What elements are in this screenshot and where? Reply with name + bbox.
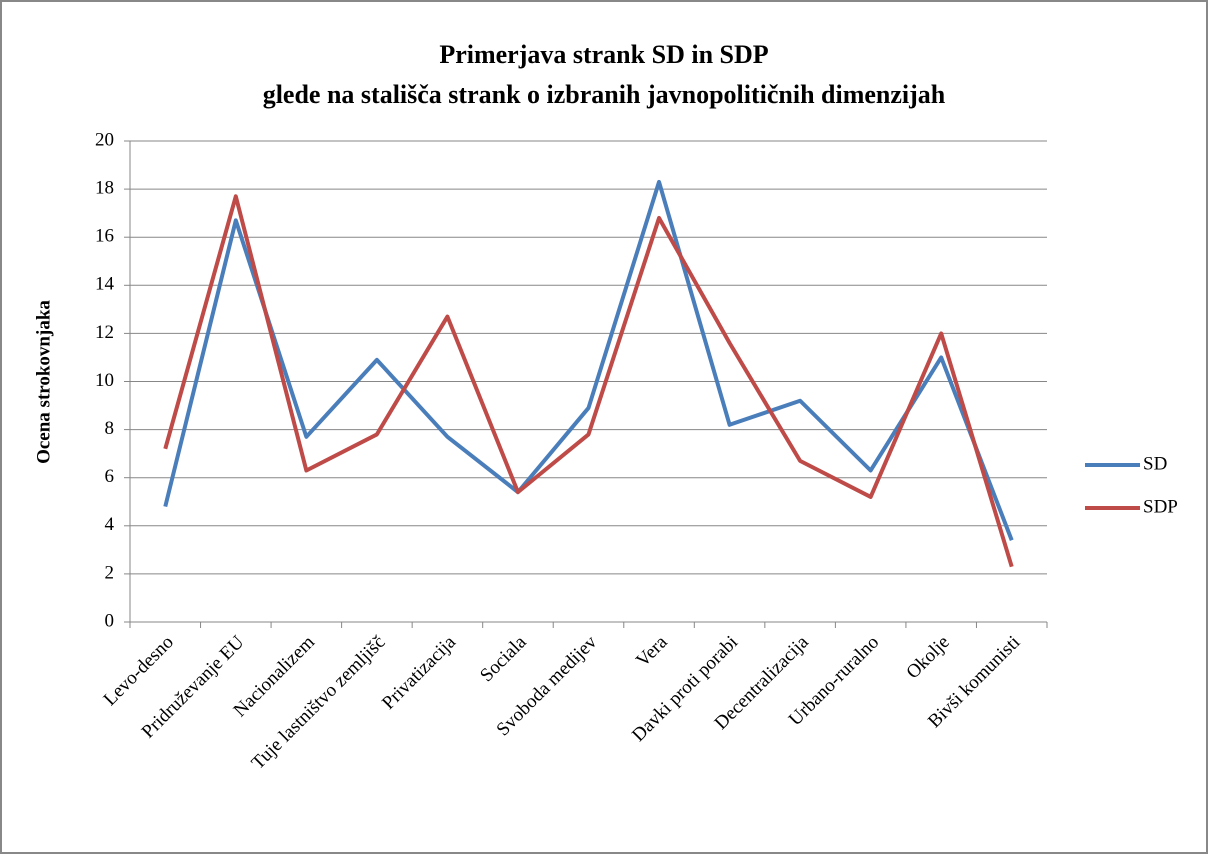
y-axis-label: Ocena strokovnjaka bbox=[33, 300, 54, 464]
legend-label: SD bbox=[1143, 453, 1167, 474]
y-tick-label: 18 bbox=[95, 177, 114, 198]
chart-subtitle: glede na stališča strank o izbranih javn… bbox=[263, 80, 946, 109]
chart-title: Primerjava strank SD in SDP bbox=[439, 40, 768, 69]
y-tick-label: 8 bbox=[105, 418, 115, 439]
legend-label: SDP bbox=[1143, 496, 1178, 517]
y-tick-label: 6 bbox=[105, 466, 115, 487]
y-tick-label: 12 bbox=[95, 322, 114, 343]
series-line bbox=[163, 194, 1014, 568]
y-tick-label: 0 bbox=[105, 610, 115, 631]
y-tick-label: 10 bbox=[95, 370, 114, 391]
y-tick-label: 14 bbox=[95, 274, 115, 295]
y-tick-label: 2 bbox=[105, 562, 115, 583]
series-line bbox=[163, 179, 1014, 541]
y-tick-label: 20 bbox=[95, 129, 114, 150]
y-tick-label: 16 bbox=[95, 226, 114, 247]
y-tick-label: 4 bbox=[105, 514, 115, 535]
